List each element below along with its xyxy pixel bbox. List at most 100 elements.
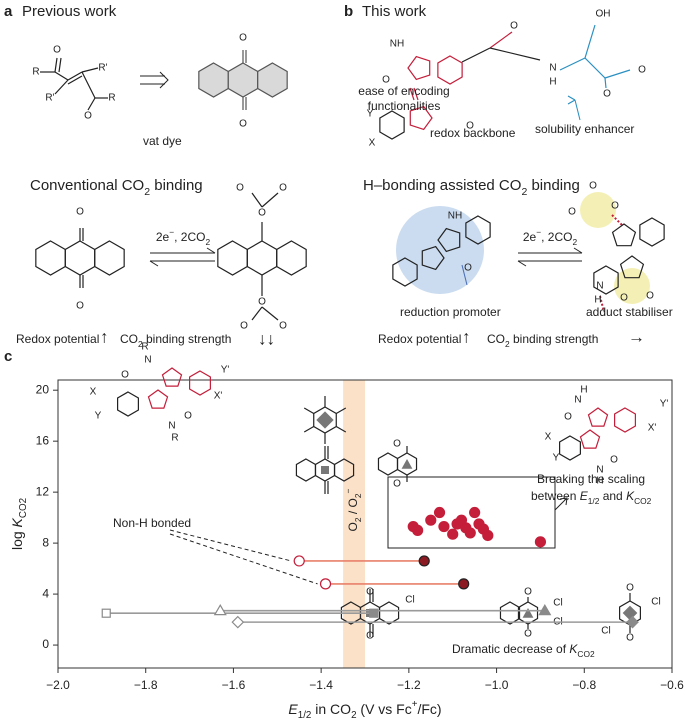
atom-label: X' (214, 391, 223, 402)
panel-letter: c (4, 348, 12, 365)
atom-label: X (90, 387, 97, 398)
callout-box (387, 476, 556, 549)
atom-label: R (141, 342, 148, 353)
plot-frame (57, 379, 673, 669)
text-part: − (343, 488, 353, 493)
atom-label: H (549, 77, 556, 88)
atom-label: O (84, 111, 92, 122)
ring (276, 240, 307, 276)
x-axis-label: E1/2 in CO2 (V vs Fc+/Fc) (288, 699, 441, 721)
y-tick-label: 4 (42, 586, 49, 600)
ring (94, 240, 125, 276)
y-axis-label: log KCO2 (9, 498, 29, 550)
ring (147, 389, 169, 409)
label: Redox potential (378, 332, 461, 346)
ring (246, 240, 278, 276)
atom-label: NH (390, 39, 404, 50)
x-tick-label: −1.2 (397, 678, 421, 692)
panel-title: Previous work (22, 3, 117, 20)
pointer (169, 533, 318, 585)
ring (614, 407, 636, 433)
text-part: 2 (144, 186, 150, 198)
label: solubility enhancer (535, 122, 634, 136)
ring (409, 105, 433, 131)
text-part: CO2 (634, 496, 652, 506)
atom-label: N (144, 355, 151, 366)
ring (161, 367, 183, 387)
point (412, 524, 424, 536)
text-part: in CO (311, 701, 351, 717)
atom-label: O (184, 411, 192, 422)
bond (261, 306, 279, 321)
text-part: + (412, 699, 418, 710)
ring (437, 227, 461, 253)
text-part: − (169, 227, 174, 237)
label: functionalities (368, 99, 441, 113)
atom-label: O (510, 21, 518, 32)
section-title: H–bonding assisted CO2 binding (363, 177, 580, 198)
symbol (401, 458, 413, 469)
point (458, 578, 470, 590)
ring (407, 55, 431, 81)
arrow-head (567, 95, 576, 105)
pointer (169, 529, 292, 562)
text-part: − (536, 227, 541, 237)
pointer (461, 264, 468, 286)
point (626, 615, 639, 629)
symbol (316, 411, 334, 429)
y-tick-label: 12 (36, 484, 50, 498)
x-tick-label: −1.6 (222, 678, 246, 692)
atom-label: O (564, 412, 572, 423)
y-tick-label: 20 (36, 382, 50, 396)
ring (392, 257, 418, 287)
label: Non-H bonded (113, 516, 191, 530)
bond (303, 407, 315, 415)
text-part: K (9, 517, 25, 527)
x-tick-label: −1.0 (485, 678, 509, 692)
label: CO2 binding strength (487, 332, 598, 349)
atom-label: O (236, 183, 244, 194)
atom-label: O (53, 45, 61, 56)
section-title: Conventional CO2 binding (30, 177, 203, 198)
atom-label: X' (648, 423, 657, 434)
atom-label: Cl (601, 626, 610, 637)
text-part: 2e (156, 230, 170, 244)
atom-label: N (596, 465, 603, 476)
atom-label: Y' (221, 365, 230, 376)
atom-label: O (589, 181, 597, 192)
panel-letter: b (344, 3, 353, 20)
label: O2 / O2− (343, 488, 363, 531)
bond (413, 87, 419, 101)
atom-label: N (549, 63, 556, 74)
x-tick-label: −1.4 (309, 678, 333, 692)
symbol (522, 607, 534, 618)
bond (67, 71, 83, 81)
bond (67, 75, 83, 85)
text-part: log (9, 527, 25, 550)
atom-label: O (603, 89, 611, 100)
text-part: CO2 (577, 649, 595, 659)
ring (295, 458, 317, 482)
label: ↑ (100, 327, 109, 346)
text-part: Conventional CO (30, 177, 144, 194)
text-part: 2 (138, 339, 143, 349)
text-part: O (346, 522, 360, 531)
y-tick-label: 16 (36, 433, 50, 447)
bond (54, 79, 69, 95)
ring (379, 110, 405, 140)
label: reduction promoter (400, 305, 501, 319)
atom-label: N (168, 421, 175, 432)
atom-label: X (545, 432, 552, 443)
bond (81, 71, 96, 99)
text-part: K (569, 642, 578, 656)
text-part: 2 (353, 493, 363, 498)
text-part: (V vs Fc (357, 701, 412, 717)
ring (593, 265, 619, 295)
text-part: 2 (205, 237, 210, 247)
atom-label: Y (95, 411, 102, 422)
atom-label: O (76, 301, 84, 312)
panel-title: This work (362, 3, 427, 20)
atom-label: NH (448, 211, 462, 222)
bond (335, 425, 347, 433)
ring (64, 240, 96, 276)
